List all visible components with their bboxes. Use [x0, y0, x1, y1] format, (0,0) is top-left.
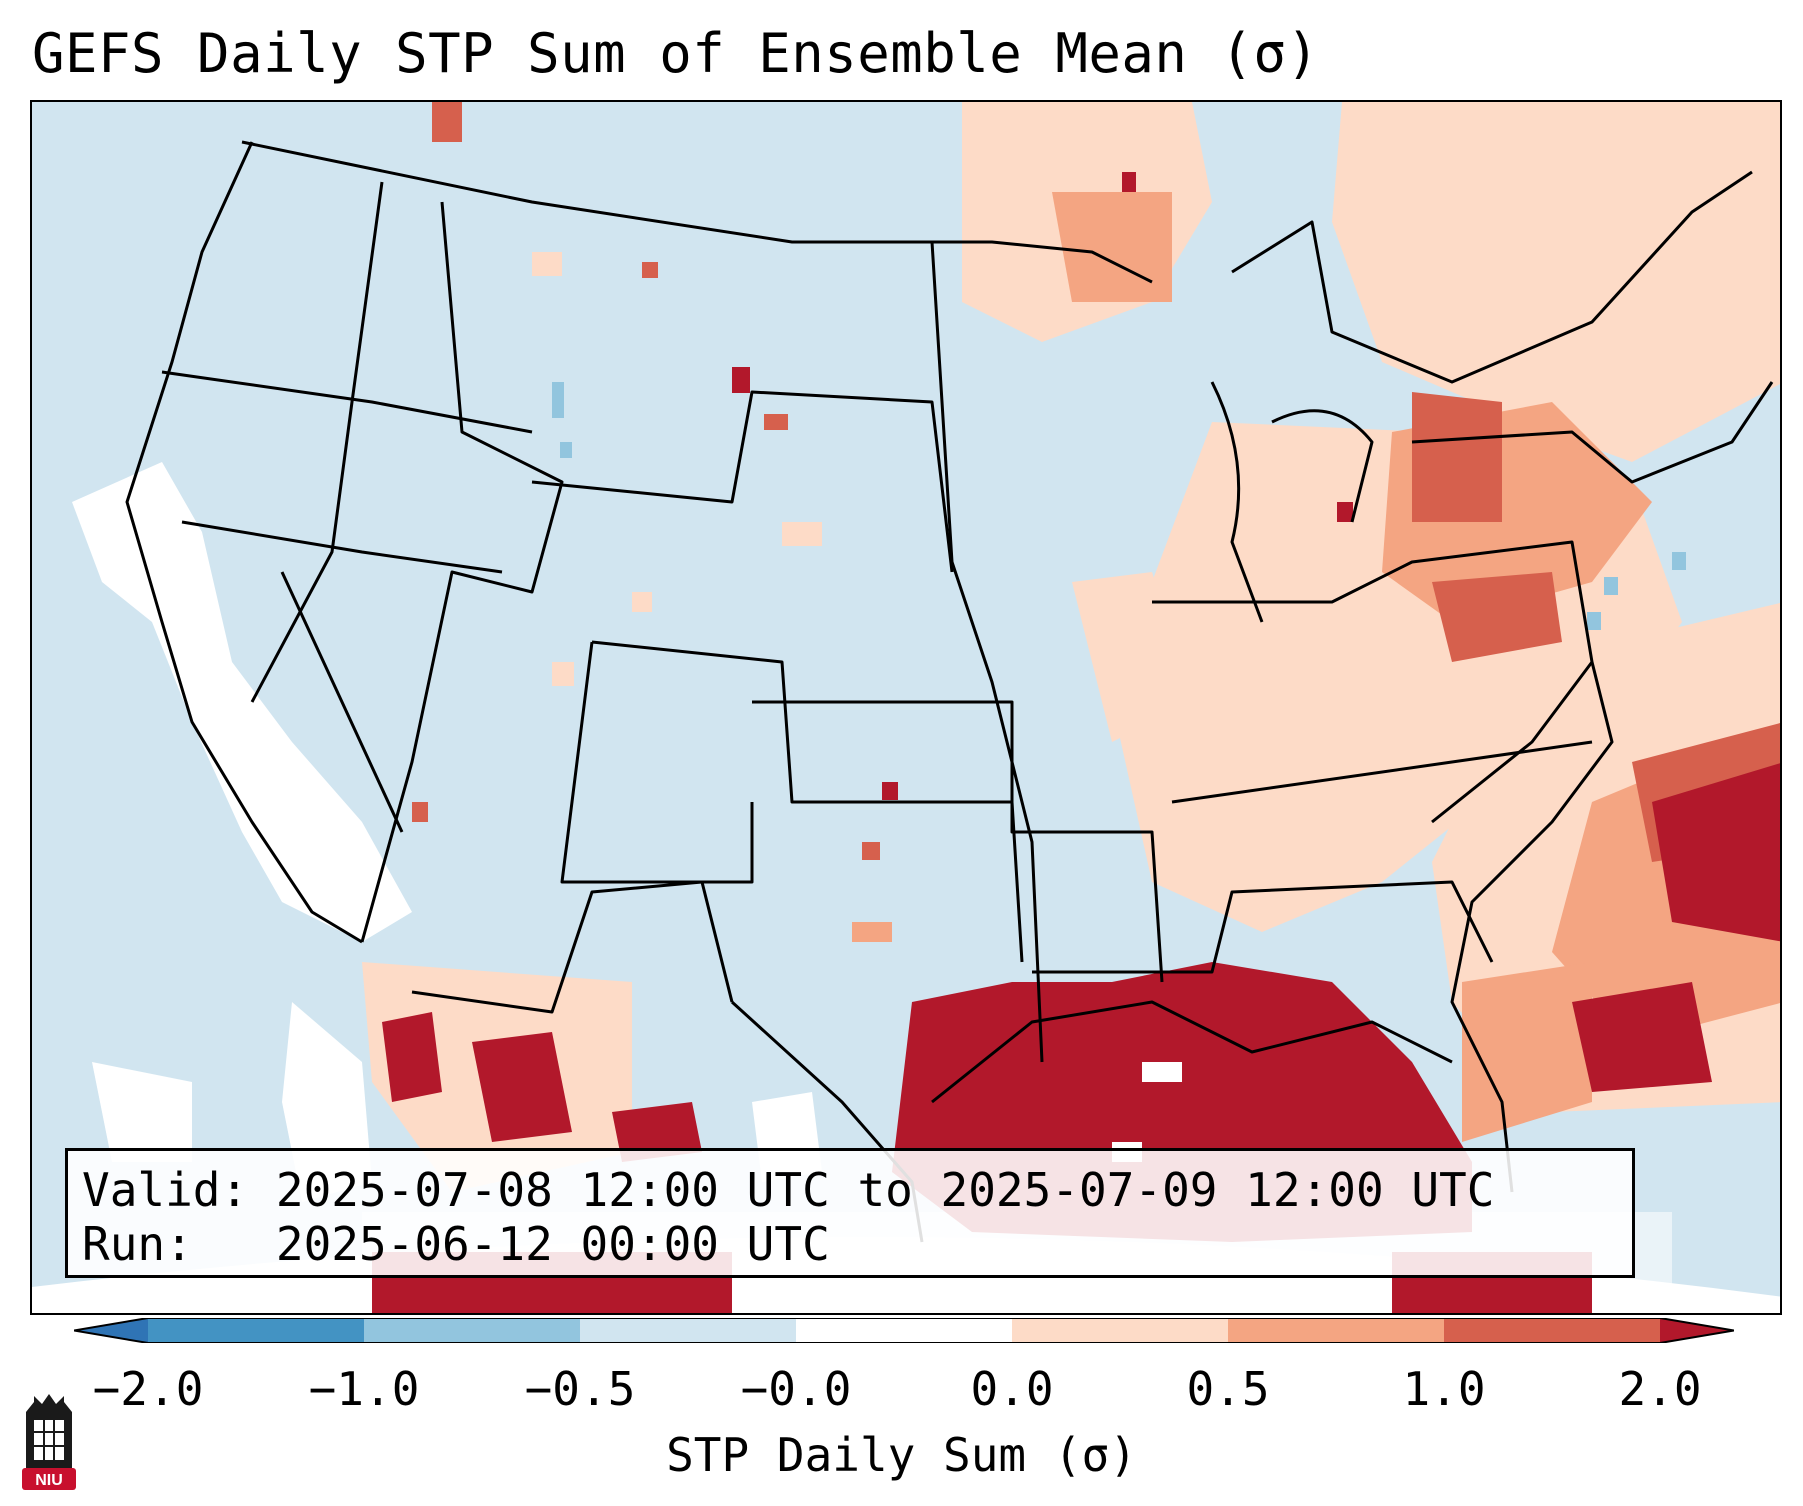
cell: [764, 414, 788, 430]
mississippi-line: [930, 241, 1044, 1063]
pacific-coast: [125, 141, 363, 944]
cell: [732, 367, 750, 393]
pos-high-region-michigan: [1412, 392, 1502, 522]
max-region-mexico-1: [472, 1032, 572, 1142]
cell: [432, 102, 462, 142]
colorbar-segment-05-1: [1228, 1318, 1444, 1343]
colorbar-tick-label: −0.5: [524, 1362, 636, 1416]
valid-row: Valid: 2025-07-08 12:00 UTC to 2025-07-0…: [82, 1163, 1618, 1217]
colorbar-tick-label: 1.0: [1402, 1362, 1486, 1416]
colorbar-label: STP Daily Sum (σ): [666, 1428, 1137, 1482]
cell: [560, 442, 572, 458]
cell: [862, 842, 880, 860]
gulf-coast: [931, 1000, 1453, 1104]
colorbar-segment-zero: [796, 1318, 1012, 1343]
colorbar-extend-min: [74, 1318, 148, 1343]
us-canada-border-east: [1231, 170, 1753, 384]
lake-huron-shore: [1271, 409, 1374, 523]
colorbar-segment-1-2: [1444, 1318, 1660, 1343]
valid-run-info-box: Valid: 2025-07-08 12:00 UTC to 2025-07-0…: [65, 1148, 1635, 1278]
zero-region-pacific: [72, 462, 412, 942]
zero-region-sw-pacific: [92, 1062, 192, 1162]
colorbar-segment-neg2-neg1: [148, 1318, 364, 1343]
max-region-atlantic-2: [1572, 982, 1712, 1092]
colorbar-tick-label: 2.0: [1618, 1362, 1702, 1416]
pos-region-quebec: [1332, 102, 1780, 462]
niu-castle-logo-icon: NIU: [22, 1394, 76, 1490]
cell: [412, 802, 428, 822]
us-mexico-border-west: [411, 880, 734, 1014]
southern-states-borders: [1032, 880, 1494, 974]
colorbar-tick-label: −2.0: [92, 1362, 204, 1416]
pos-mid-region-ontario: [1052, 192, 1172, 302]
colorbar-tick-label: 0.0: [970, 1362, 1054, 1416]
chart-title: GEFS Daily STP Sum of Ensemble Mean (σ): [32, 22, 1320, 85]
nevada-border: [280, 571, 404, 833]
max-region-mexico-2: [382, 1012, 442, 1102]
colorbar-segment-0-05: [1012, 1318, 1228, 1343]
max-region-atlantic-1: [1652, 763, 1780, 942]
colorbar-segment-neg05-0: [580, 1318, 796, 1343]
colorado-kansas-borders: [591, 640, 1024, 963]
run-row: Run: 2025-06-12 00:00 UTC: [82, 1217, 1618, 1271]
cell: [632, 592, 652, 612]
colorbar-extend-max: [1660, 1318, 1734, 1343]
ohio-valley-borders: [1152, 540, 1594, 824]
oregon-north-border: [161, 370, 533, 434]
colorbar-tick-label: −1.0: [308, 1362, 420, 1416]
cell: [852, 922, 892, 942]
colorbar: [74, 1318, 1734, 1343]
lake-michigan-shore: [1210, 381, 1264, 623]
tennessee-carolina-border: [1171, 740, 1593, 804]
new-mexico-border: [560, 641, 754, 884]
colorbar-segment-neg1-neg05: [364, 1318, 580, 1343]
cell: [552, 382, 564, 418]
max-region-mexico-3: [612, 1102, 702, 1162]
cell: [1122, 172, 1136, 192]
valid-value: 2025-07-08 12:00 UTC to 2025-07-09 12:00…: [275, 1163, 1495, 1217]
us-canada-border-west: [241, 140, 1153, 284]
run-label: Run:: [82, 1217, 193, 1271]
cell: [1587, 612, 1601, 630]
cell: [882, 782, 898, 800]
oregon-south-border: [181, 520, 503, 574]
map-svg: [32, 102, 1780, 1313]
interior-borders-west: [360, 201, 564, 943]
colorbar-tick-label: −0.0: [740, 1362, 852, 1416]
atlantic-coast: [1450, 661, 1614, 1193]
wyoming-dakota-borders: [531, 390, 954, 573]
cell: [1142, 1062, 1182, 1082]
oklahoma-arkansas-borders: [752, 700, 1164, 983]
map-panel[interactable]: [30, 100, 1782, 1315]
cell: [782, 522, 822, 546]
cell: [642, 262, 658, 278]
cell: [1337, 502, 1353, 522]
logo-text: NIU: [35, 1472, 63, 1489]
colorbar-tick-label: 0.5: [1186, 1362, 1270, 1416]
valid-label: Valid:: [82, 1163, 249, 1217]
run-value: 2025-06-12 00:00 UTC: [275, 1217, 830, 1271]
pos-region-illinois: [1072, 572, 1192, 742]
cell: [1604, 577, 1618, 595]
northeast-borders: [1411, 381, 1774, 484]
cell: [532, 252, 562, 276]
pos-high-region-pennsylvania: [1432, 572, 1562, 662]
idaho-west-border: [250, 181, 384, 703]
pos-mid-region-florida: [1462, 962, 1592, 1142]
cell: [1672, 552, 1686, 570]
cell: [552, 662, 574, 686]
